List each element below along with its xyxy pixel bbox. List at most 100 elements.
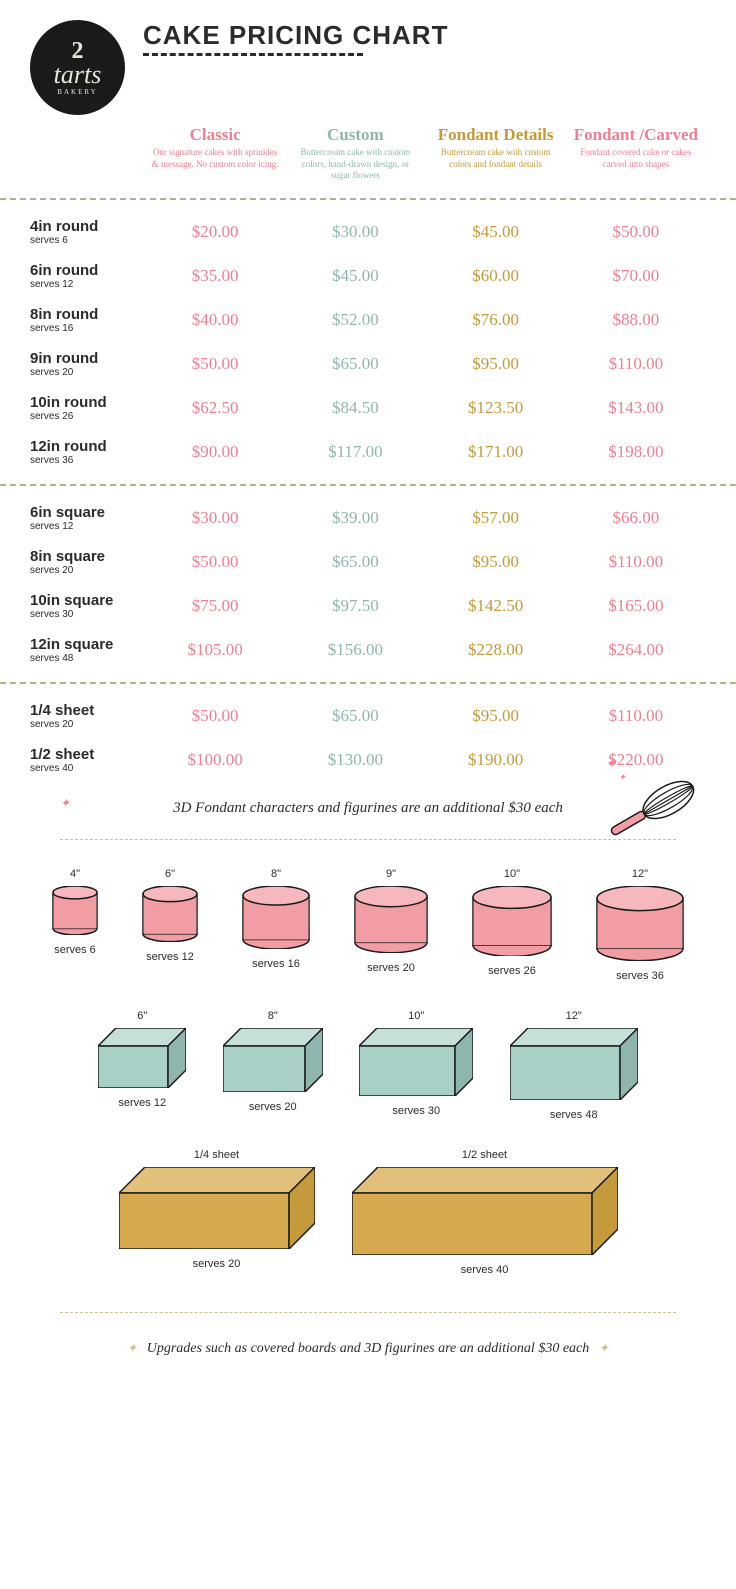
price-cell: $110.00 <box>566 706 706 726</box>
price-row: 8in round serves 16$40.00$52.00$76.00$88… <box>30 298 706 342</box>
price-cell: $110.00 <box>566 354 706 374</box>
price-row: 10in square serves 30$75.00$97.50$142.50… <box>30 584 706 628</box>
size-label: 6in round <box>30 262 145 279</box>
squares-row: 6" serves 128" serves 2010" serves 3012"… <box>0 1000 736 1139</box>
price-cell: $123.50 <box>426 398 566 418</box>
sheet-shape-item: 1/2 sheet serves 40 <box>352 1149 618 1276</box>
price-cell: $45.00 <box>426 222 566 242</box>
price-cell: $70.00 <box>566 266 706 286</box>
price-cell: $156.00 <box>285 640 425 660</box>
price-row: 12in round serves 36$90.00$117.00$171.00… <box>30 430 706 474</box>
size-label: 10" <box>359 1010 473 1022</box>
box-cake-icon <box>119 1167 315 1249</box>
size-label: 6" <box>142 868 198 880</box>
serves-label: serves 16 <box>242 958 310 970</box>
price-cell: $65.00 <box>285 706 425 726</box>
serves-label: serves 16 <box>30 323 145 334</box>
serves-label: serves 20 <box>223 1101 323 1113</box>
row-label: 10in round serves 26 <box>30 394 145 422</box>
price-cell: $110.00 <box>566 552 706 572</box>
note-3d-fondant: ✦ 3D Fondant characters and figurines ar… <box>0 786 736 821</box>
size-label: 8in round <box>30 306 145 323</box>
column-name: Custom <box>291 125 419 145</box>
box-cake-icon <box>98 1028 186 1088</box>
price-section: 4in round serves 6$20.00$30.00$45.00$50.… <box>0 206 736 478</box>
size-label: 9in round <box>30 350 145 367</box>
price-cell: $30.00 <box>285 222 425 242</box>
price-cell: $60.00 <box>426 266 566 286</box>
size-label: 1/2 sheet <box>352 1149 618 1161</box>
price-cell: $117.00 <box>285 442 425 462</box>
price-cell: $65.00 <box>285 552 425 572</box>
price-cell: $75.00 <box>145 596 285 616</box>
price-cell: $171.00 <box>426 442 566 462</box>
size-label: 12in square <box>30 636 145 653</box>
price-cell: $165.00 <box>566 596 706 616</box>
box-cake-icon <box>359 1028 473 1096</box>
round-shape-item: 4" serves 6 <box>52 868 98 982</box>
serves-label: serves 48 <box>510 1109 638 1121</box>
price-cell: $50.00 <box>145 552 285 572</box>
column-desc: Our signature cakes with sprinkles & mes… <box>151 147 279 170</box>
serves-label: serves 12 <box>30 521 145 532</box>
row-label: 12in round serves 36 <box>30 438 145 466</box>
price-cell: $65.00 <box>285 354 425 374</box>
sparkle-icon: ✦ <box>606 756 616 771</box>
price-row: 10in round serves 26$62.50$84.50$123.50$… <box>30 386 706 430</box>
column-name: Classic <box>151 125 279 145</box>
row-label: 8in round serves 16 <box>30 306 145 334</box>
size-label: 12in round <box>30 438 145 455</box>
row-label: 1/2 sheet serves 40 <box>30 746 145 774</box>
serves-label: serves 30 <box>30 609 145 620</box>
size-label: 10in round <box>30 394 145 411</box>
size-label: 8" <box>223 1010 323 1022</box>
price-cell: $66.00 <box>566 508 706 528</box>
serves-label: serves 26 <box>472 965 552 977</box>
price-cell: $39.00 <box>285 508 425 528</box>
round-cake-icon <box>242 886 310 949</box>
price-cell: $190.00 <box>426 750 566 770</box>
size-label: 6" <box>98 1010 186 1022</box>
logo-sub: BAKERY <box>57 88 97 96</box>
size-label: 4" <box>52 868 98 880</box>
round-cake-icon <box>472 886 552 956</box>
column-name: Fondant Details <box>432 125 560 145</box>
round-shape-item: 10" serves 26 <box>472 868 552 982</box>
price-cell: $35.00 <box>145 266 285 286</box>
price-cell: $50.00 <box>145 354 285 374</box>
price-cell: $142.50 <box>426 596 566 616</box>
sparkle-icon: ✦ <box>60 796 70 811</box>
price-row: 8in square serves 20$50.00$65.00$95.00$1… <box>30 540 706 584</box>
price-cell: $95.00 <box>426 552 566 572</box>
serves-label: serves 12 <box>142 951 198 963</box>
section-separator <box>0 484 736 486</box>
round-shape-item: 8" serves 16 <box>242 868 310 982</box>
column-desc: Buttercream cake with custom colors and … <box>432 147 560 170</box>
price-cell: $30.00 <box>145 508 285 528</box>
price-cell: $50.00 <box>145 706 285 726</box>
price-row: 4in round serves 6$20.00$30.00$45.00$50.… <box>30 210 706 254</box>
price-cell: $40.00 <box>145 310 285 330</box>
price-cell: $20.00 <box>145 222 285 242</box>
square-shape-item: 6" serves 12 <box>98 1010 186 1121</box>
row-label: 10in square serves 30 <box>30 592 145 620</box>
size-label: 9" <box>354 868 428 880</box>
serves-label: serves 20 <box>119 1258 315 1270</box>
size-label: 4in round <box>30 218 145 235</box>
column-header: Fondant /Carved Fondant covered cake or … <box>566 125 706 182</box>
serves-label: serves 40 <box>352 1264 618 1276</box>
square-shape-item: 8" serves 20 <box>223 1010 323 1121</box>
column-headers: Classic Our signature cakes with sprinkl… <box>0 125 736 192</box>
section-separator <box>0 198 736 200</box>
size-label: 12" <box>510 1010 638 1022</box>
serves-label: serves 48 <box>30 653 145 664</box>
box-cake-icon <box>223 1028 323 1092</box>
price-cell: $100.00 <box>145 750 285 770</box>
column-desc: Buttercream cake with custom colors, han… <box>291 147 419 182</box>
title-block: CAKE PRICING CHART <box>143 20 448 56</box>
serves-label: serves 20 <box>30 367 145 378</box>
size-label: 1/4 sheet <box>119 1149 315 1161</box>
rounds-row: 4" serves 6 6" serves 12 8" serves 16 9" se… <box>0 858 736 1000</box>
size-label: 10" <box>472 868 552 880</box>
thin-separator <box>60 1312 676 1313</box>
